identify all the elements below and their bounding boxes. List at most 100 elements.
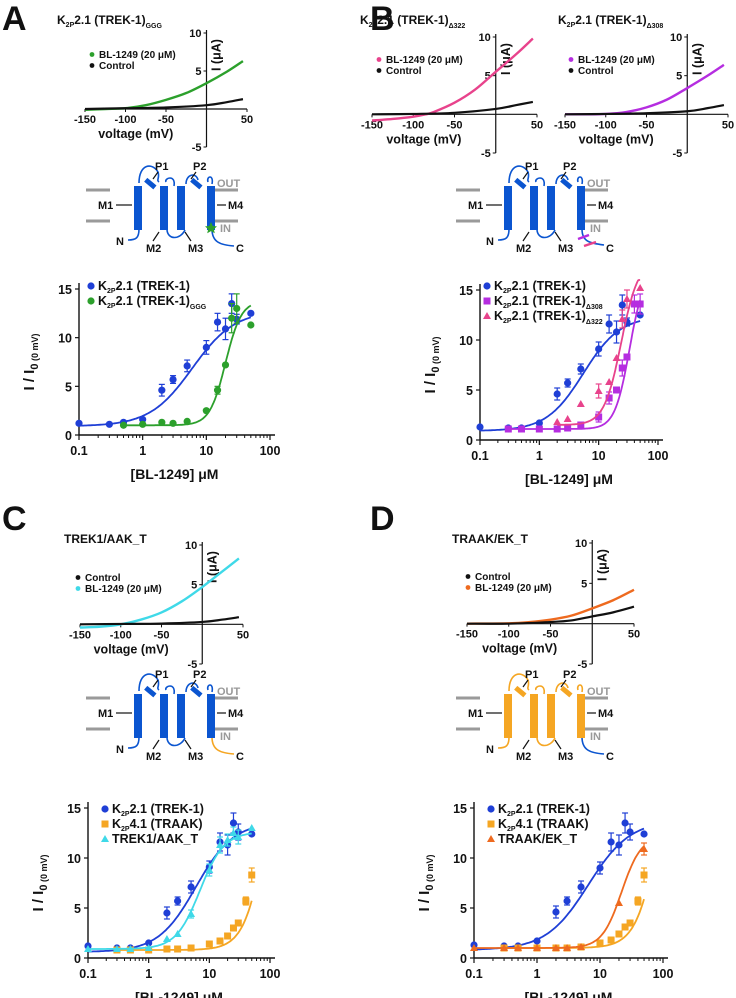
pore-helix-p2 [190,685,203,698]
legend-label: Control [386,66,422,77]
data-point [234,919,242,927]
intracellular-loop [536,737,556,747]
legend-marker [483,282,491,290]
data-point [223,836,232,843]
y-tick-label: 15 [67,802,81,816]
legend-marker [89,52,95,57]
panel-letter-d: D [370,500,395,538]
label-m1: M1 [98,200,113,212]
label-m2: M2 [146,243,161,255]
data-point [145,939,153,947]
x-tick-label: 1 [536,449,543,463]
data-point [618,301,626,309]
label-m2: M2 [516,243,531,255]
data-point [605,394,613,402]
x-axis-label: voltage (mV) [94,642,169,656]
legend-marker [465,574,471,579]
iv-chart-title: K2P2.1 (TREK-1)Δ322 [360,13,465,30]
legend-marker [465,585,471,590]
data-point [247,824,256,831]
arrow-p2 [560,171,567,180]
data-point [621,819,629,827]
intracellular-loop [166,737,186,747]
label-p2: P2 [563,161,576,173]
legend-label: K2P2.1 (TREK-1)GGG [98,294,207,311]
data-point [213,318,222,326]
iv-chart-b-delta322: K2P2.1 (TREK-1)Δ322 -150 -100 -50 50 10 5 -5 vol… [360,13,543,160]
iv-trace-bl1249 [466,588,635,625]
x-axis-label: [BL-1249] μM [525,989,613,998]
label-in: IN [590,223,601,235]
data-point [626,828,634,836]
data-point [202,407,210,415]
data-point [535,425,543,433]
loop-p1 [165,177,175,187]
data-point [615,841,623,849]
data-point [626,919,634,927]
ggg-mutation-star-icon [205,222,217,234]
data-point [158,386,166,394]
data-point [577,883,585,891]
data-point [221,325,230,333]
x-tick-label: 100 [653,967,674,981]
x-tick-label: 10 [202,967,216,981]
transmembrane-helix-m3 [547,694,555,738]
y-tick-label: -5 [187,659,197,671]
data-point [563,944,572,951]
data-point [126,945,135,952]
iv-trace-bl1249 [371,37,534,122]
legend-label: BL-1249 (20 μM) [386,55,463,66]
data-point [163,945,171,953]
arrow-m3 [184,739,192,750]
extracellular-loop-2 [185,682,199,693]
y-tick-label: 15 [453,802,467,816]
label-m1: M1 [468,708,483,720]
iv-chart-b-delta308: K2P2.1 (TREK-1)Δ308 -150 -100 -50 50 10 5 -5 vol… [554,13,734,160]
x-tick-label: -100 [402,119,424,131]
x-tick-label: -50 [639,119,655,131]
data-point [517,425,525,433]
extracellular-loop-2 [185,174,199,185]
iv-chart-d: TRAAK/EK_T -150 -100 -50 50 10 5 -5 voltage (mV)… [452,532,640,671]
arrow-p1 [152,171,159,180]
data-point [553,418,562,425]
data-point [248,871,256,879]
legend-label: Control [85,573,121,584]
data-point [216,841,225,848]
label-m2: M2 [516,751,531,763]
transmembrane-helix-m1 [134,694,142,738]
data-point [500,944,509,951]
data-point [577,365,585,373]
data-point [144,944,153,951]
label-in: IN [220,223,231,235]
iv-chart-c: TREK1/AAK_T -150 -100 -50 50 10 5 -5 voltage (mV… [64,532,249,671]
data-point [187,910,196,917]
y-tick-label: 0 [65,429,72,443]
pore-helix-p2 [560,177,573,190]
arrow-m3 [184,231,192,242]
y-tick-label: 10 [670,32,682,44]
x-tick-label: -50 [543,629,559,641]
data-point [623,353,631,361]
transmembrane-helix-m2 [160,186,168,230]
x-tick-label: 50 [237,629,249,641]
data-point [183,417,191,425]
transmembrane-helix-m2 [530,694,538,738]
label-m1: M1 [468,200,483,212]
legend-marker [487,820,495,828]
x-tick-label: 10 [592,449,606,463]
iv-trace-control [466,605,635,625]
x-tick-label: -150 [361,119,383,131]
data-point [634,897,642,905]
y-tick-label: 10 [453,852,467,866]
label-out: OUT [217,178,241,190]
intracellular-loop [166,229,186,239]
data-point [247,321,255,329]
data-point [187,883,195,891]
data-point [552,908,560,916]
channel-diagram-d: P1 P2 OUT IN M1 M4 M2 M3 N C [456,669,614,763]
data-point [553,390,561,398]
legend-label: Control [99,61,135,72]
data-point [158,418,166,426]
data-point [607,936,615,944]
